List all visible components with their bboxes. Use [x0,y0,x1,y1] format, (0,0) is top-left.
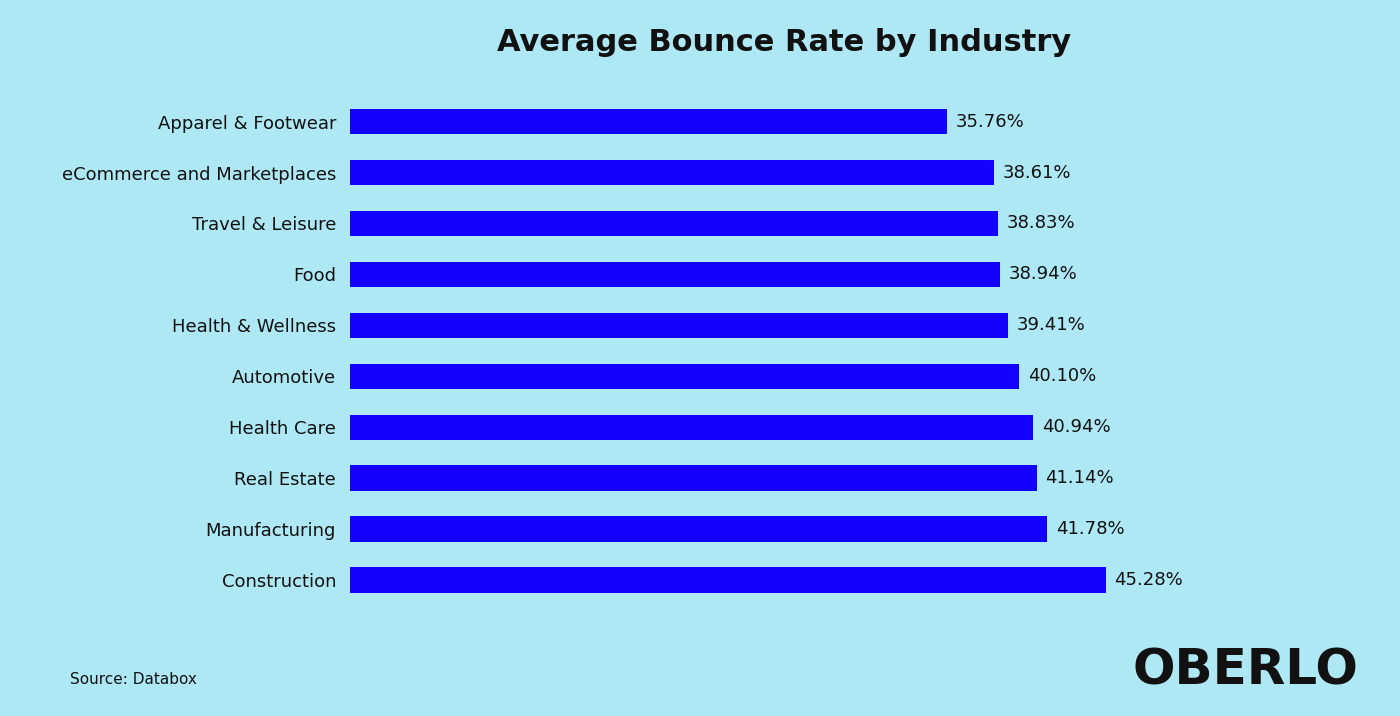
Text: 45.28%: 45.28% [1114,571,1183,589]
Text: 39.41%: 39.41% [1016,316,1085,334]
Text: OBERLO: OBERLO [1133,647,1358,695]
Bar [350,313,1008,338]
Text: 38.83%: 38.83% [1007,215,1075,233]
Bar [350,516,1047,542]
Text: 41.78%: 41.78% [1056,520,1124,538]
Bar [350,465,1037,491]
Bar [350,567,1106,593]
Bar [350,160,994,185]
Title: Average Bounce Rate by Industry: Average Bounce Rate by Industry [497,28,1071,57]
Text: Source: Databox: Source: Databox [70,672,197,687]
Text: 38.94%: 38.94% [1008,266,1077,284]
Text: 35.76%: 35.76% [955,112,1023,130]
Text: 40.10%: 40.10% [1028,367,1096,385]
Text: 40.94%: 40.94% [1042,418,1110,436]
Bar [350,109,946,135]
Text: 41.14%: 41.14% [1044,469,1113,487]
Bar [350,415,1033,440]
Bar [350,261,1000,287]
Text: 38.61%: 38.61% [1002,163,1071,182]
Bar [350,364,1019,389]
Bar [350,211,998,236]
